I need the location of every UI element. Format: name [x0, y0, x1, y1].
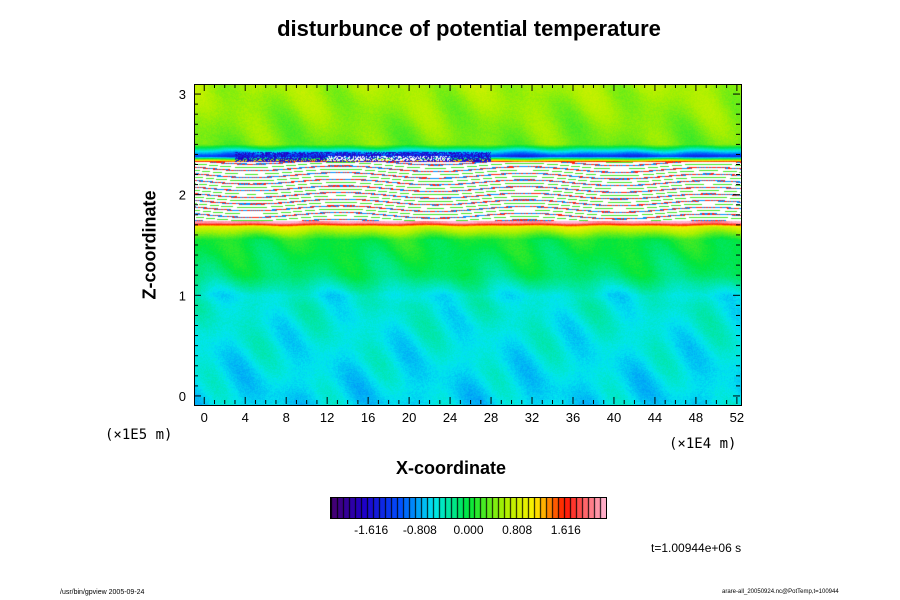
chart-title: disturbunce of potential temperature — [277, 16, 661, 41]
plot-area — [194, 84, 742, 406]
x-tick-label: 0 — [201, 410, 208, 425]
x-tick-label: 48 — [689, 410, 703, 425]
y-axis-label: Z-coordinate — [139, 190, 160, 300]
z-scale-note: (×1E5 m) — [105, 427, 173, 443]
x-tick-label: 52 — [730, 410, 744, 425]
x-tick-label: 40 — [607, 410, 621, 425]
colorbar — [330, 497, 607, 519]
x-tick-label: 16 — [361, 410, 375, 425]
x-tick-label: 44 — [648, 410, 662, 425]
footer-left: /usr/bin/gpview 2005-09-24 — [60, 589, 145, 596]
heatmap-field — [194, 84, 742, 406]
x-scale-note: (×1E4 m) — [669, 436, 737, 452]
colorbar-tick-label: 0.808 — [502, 523, 533, 537]
x-tick-label: 24 — [443, 410, 457, 425]
footer-right: arare-all_20050924.nc@PotTemp,t=100944 — [722, 589, 839, 595]
x-axis-label: X-coordinate — [396, 458, 507, 478]
y-tick-label: 2 — [179, 188, 186, 203]
time-label: t=1.00944e+06 s — [651, 541, 742, 555]
x-tick-label: 4 — [242, 410, 249, 425]
colorbar-tick-label: -0.808 — [402, 523, 437, 537]
x-tick-label: 32 — [525, 410, 539, 425]
x-tick-label: 28 — [484, 410, 498, 425]
colorbar-tick-label: 0.000 — [453, 523, 484, 537]
y-tick-label: 0 — [179, 389, 186, 404]
x-tick-label: 8 — [283, 410, 290, 425]
y-tick-label: 1 — [179, 288, 186, 303]
x-tick-label: 12 — [320, 410, 334, 425]
colorbar-tick-label: 1.616 — [550, 523, 581, 537]
x-tick-label: 36 — [566, 410, 580, 425]
colorbar-tick-label: -1.616 — [354, 523, 389, 537]
y-tick-label: 3 — [179, 87, 186, 102]
x-tick-label: 20 — [402, 410, 416, 425]
